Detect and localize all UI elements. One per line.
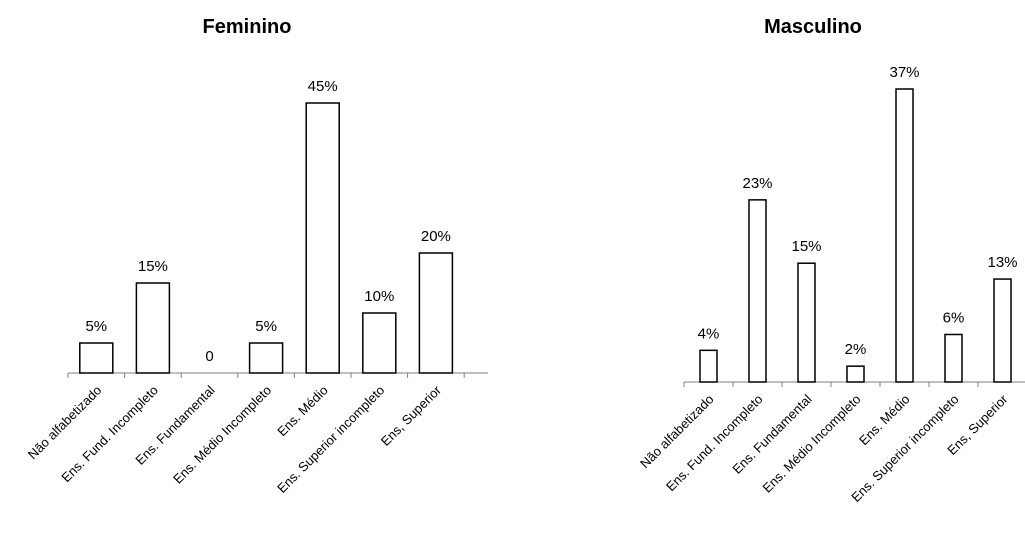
bar bbox=[846, 365, 865, 383]
x-tick-label: Ens. Médio Incompleto bbox=[760, 392, 864, 496]
data-label: 37% bbox=[889, 64, 919, 81]
data-label: 2% bbox=[845, 341, 867, 358]
bar bbox=[699, 349, 718, 383]
bar bbox=[944, 333, 963, 383]
bar bbox=[248, 342, 284, 374]
x-tick-label: Ens, Superior bbox=[378, 382, 445, 449]
data-label: 4% bbox=[698, 325, 720, 342]
chart-title: Feminino bbox=[203, 16, 292, 38]
data-label: 15% bbox=[138, 258, 168, 275]
x-tick-label: Ens. Fund. Incompleto bbox=[58, 383, 161, 486]
data-label: 10% bbox=[364, 288, 394, 305]
bar bbox=[993, 278, 1012, 383]
bar bbox=[79, 342, 114, 374]
bar bbox=[797, 262, 816, 383]
data-label: 15% bbox=[791, 238, 821, 255]
data-label: 20% bbox=[421, 228, 451, 245]
x-tick-label: Ens. Médio Incompleto bbox=[170, 383, 274, 487]
bar bbox=[895, 88, 914, 383]
data-label: 23% bbox=[742, 175, 772, 192]
bar bbox=[305, 102, 340, 374]
bar bbox=[135, 282, 171, 374]
bar bbox=[748, 199, 767, 383]
data-label: 0 bbox=[205, 348, 213, 365]
x-tick-label: Ens. Superior incompleto bbox=[274, 383, 387, 496]
x-tick-label: Ens. Fund. Incompleto bbox=[663, 392, 766, 495]
x-tick-label: Ens. Médio bbox=[274, 383, 331, 440]
data-label: 13% bbox=[987, 254, 1017, 271]
data-label: 5% bbox=[255, 318, 277, 335]
bar bbox=[362, 312, 397, 374]
data-label: 6% bbox=[943, 309, 965, 326]
data-label: 5% bbox=[85, 318, 107, 335]
chart-title: Masculino bbox=[764, 16, 862, 38]
bar bbox=[418, 252, 454, 374]
data-label: 45% bbox=[308, 78, 338, 95]
